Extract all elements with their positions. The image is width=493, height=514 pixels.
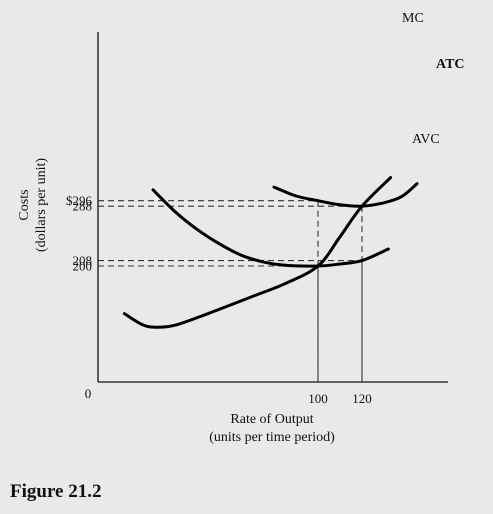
curve-mc <box>122 176 393 329</box>
y-tick-label-208: 208 <box>73 253 93 268</box>
origin-label: 0 <box>85 386 92 401</box>
y-tick-label-296: $296 <box>66 193 93 208</box>
y-axis-sublabel: (dollars per unit) <box>34 158 49 252</box>
curve-avc <box>151 188 390 268</box>
curves <box>122 176 419 329</box>
series-label-avc: AVC <box>412 132 440 147</box>
curve-atc <box>272 182 419 208</box>
x-tick-label-100: 100 <box>308 391 328 406</box>
series-label-mc: MC <box>402 11 424 26</box>
x-axis-sublabel: (units per time period) <box>209 430 335 445</box>
y-tick-label-200: 200 <box>73 259 93 274</box>
guide-lines <box>98 200 363 382</box>
y-axis-title: Costs (dollars per unit) <box>17 158 49 252</box>
x-tick-label-120: 120 <box>352 391 372 406</box>
series-label-atc: ATC <box>436 57 465 72</box>
x-axis-label: Rate of Output <box>230 412 313 427</box>
y-tick-label-288: 288 <box>73 199 93 214</box>
figure-caption: Figure 21.2 <box>10 481 102 502</box>
y-axis-label: Costs <box>17 189 32 220</box>
